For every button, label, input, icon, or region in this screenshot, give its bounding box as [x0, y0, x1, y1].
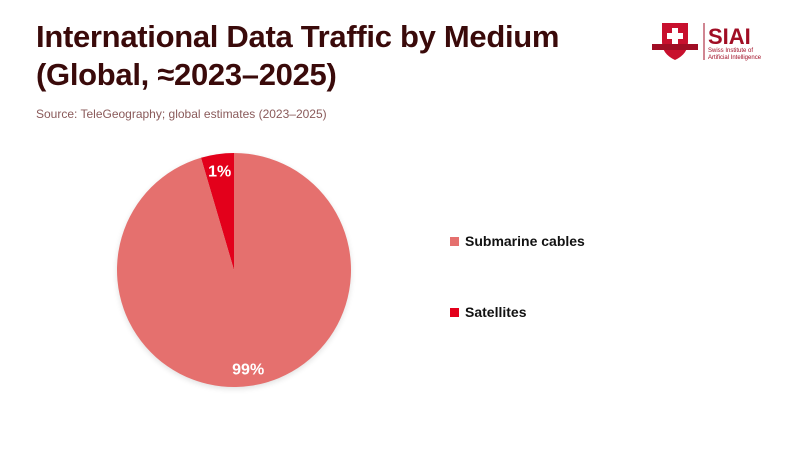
svg-text:Swiss Institute of: Swiss Institute of [708, 48, 753, 54]
svg-text:SIAI: SIAI [708, 24, 751, 49]
legend-label: Satellites [465, 304, 527, 320]
legend-swatch [450, 307, 459, 317]
legend-item-satellites[interactable]: Satellites [450, 304, 526, 320]
data-label: 1% [208, 163, 231, 180]
legend-swatch [450, 236, 459, 246]
slice-satellites[interactable] [200, 153, 234, 270]
chart-subtitle: Source: TeleGeography; global estimates … [36, 107, 327, 121]
legend-item-submarine-cables[interactable]: Submarine cables [450, 233, 585, 249]
svg-text:Artificial Intelligence: Artificial Intelligence [708, 55, 762, 61]
data-label: 99% [232, 361, 264, 378]
chart-title: International Data Traffic by Medium (Gl… [36, 18, 596, 94]
siai-logo: SIAI Swiss Institute of Artificial Intel… [652, 23, 762, 61]
slice-submarine-cables[interactable] [116, 153, 351, 388]
legend-label: Submarine cables [465, 233, 585, 249]
chart-title-text: International Data Traffic by Medium (Gl… [36, 19, 560, 92]
